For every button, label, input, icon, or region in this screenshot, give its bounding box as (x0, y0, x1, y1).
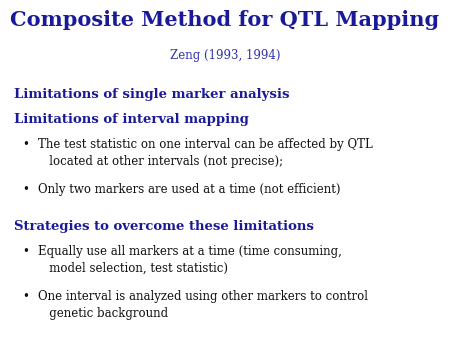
Text: Zeng (1993, 1994): Zeng (1993, 1994) (170, 49, 280, 62)
Text: One interval is analyzed using other markers to control
   genetic background: One interval is analyzed using other mar… (38, 290, 368, 320)
Text: Limitations of single marker analysis: Limitations of single marker analysis (14, 88, 289, 101)
Text: Only two markers are used at a time (not efficient): Only two markers are used at a time (not… (38, 183, 341, 196)
Text: •: • (22, 183, 29, 196)
Text: •: • (22, 138, 29, 150)
Text: Strategies to overcome these limitations: Strategies to overcome these limitations (14, 220, 313, 233)
Text: Equally use all markers at a time (time consuming,
   model selection, test stat: Equally use all markers at a time (time … (38, 245, 342, 275)
Text: The test statistic on one interval can be affected by QTL
   located at other in: The test statistic on one interval can b… (38, 138, 373, 168)
Text: Limitations of interval mapping: Limitations of interval mapping (14, 113, 248, 126)
Text: •: • (22, 245, 29, 258)
Text: Composite Method for QTL Mapping: Composite Method for QTL Mapping (10, 10, 440, 30)
Text: •: • (22, 290, 29, 303)
